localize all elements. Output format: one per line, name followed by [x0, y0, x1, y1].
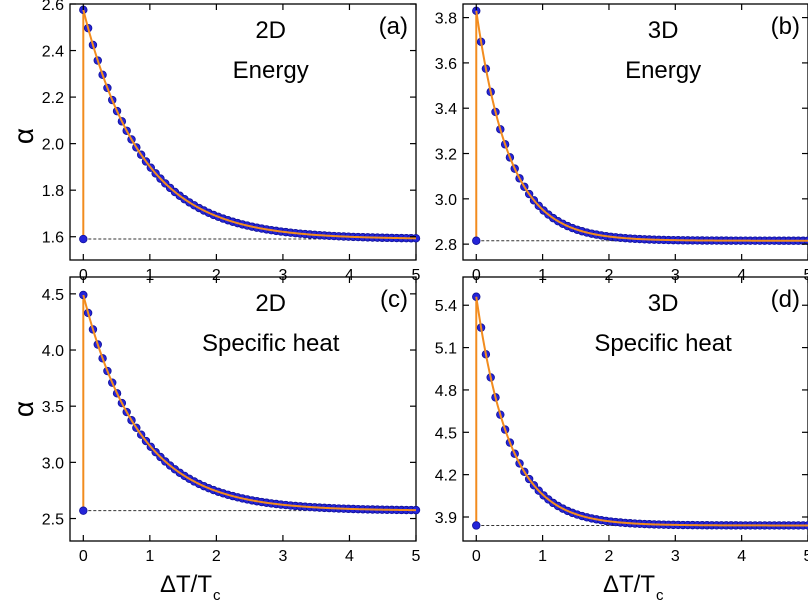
x-tick-label: 1: [145, 548, 154, 565]
x-tick-label: 4: [737, 548, 746, 565]
data-marks: [79, 290, 421, 515]
panel-label: (b): [771, 13, 800, 40]
data-marks: [472, 6, 808, 245]
annotation-dimension: 2D: [255, 17, 286, 44]
y-tick-label: 3.4: [435, 101, 457, 118]
x-tick-label: 3: [278, 267, 287, 284]
y-tick-label: 3.5: [42, 399, 64, 416]
y-tick-label: 4.8: [435, 383, 457, 400]
x-axis-label-right: ΔT/T c: [603, 571, 664, 604]
x-axis-label-subscript: c: [213, 587, 221, 604]
y-tick-label: 3.6: [435, 56, 457, 73]
x-tick-label: 3: [671, 267, 680, 284]
annotation-dimension: 3D: [648, 17, 679, 44]
annotation-quantity: Energy: [233, 57, 309, 84]
x-axis-label-main: ΔT/T: [160, 571, 212, 598]
plot-frame: [462, 276, 808, 542]
annotation-quantity: Energy: [625, 57, 701, 84]
x-tick-label: 3: [278, 548, 287, 565]
fit-curve: [475, 296, 808, 527]
fit-curve: [475, 10, 808, 242]
limit-point: [79, 234, 88, 244]
x-tick-label: 1: [538, 548, 547, 565]
y-tick-label: 5.4: [435, 298, 457, 315]
x-tick-label: 2: [212, 267, 221, 284]
x-axis-label-left: ΔT/T c: [160, 571, 221, 604]
panel-label: (c): [380, 286, 408, 313]
y-tick-label: 2.5: [42, 512, 64, 529]
x-tick-label: 2: [212, 548, 221, 565]
panel-d: 0 1 2 3 4 5 3.9 4.2 4.5 4.8 5.1 5.4 (d) 3D Specific…: [435, 276, 808, 565]
data-marks: [79, 5, 421, 244]
x-tick-label: 5: [804, 548, 808, 565]
x-tick-label: 1: [538, 267, 547, 284]
y-tick-label: 2.4: [42, 44, 64, 61]
y-tick-label: 3.0: [42, 455, 64, 472]
x-tick-label: 4: [737, 267, 746, 284]
y-tick-label: 3.9: [435, 510, 457, 527]
x-axis-label-subscript: c: [656, 587, 664, 604]
limit-point: [472, 236, 481, 245]
limit-point: [79, 506, 88, 515]
x-tick-label: 0: [79, 267, 88, 284]
x-tick-label: 0: [472, 267, 481, 284]
panel-a: 0 1 2 3 4 5 1.6 1.8 2.0 2.2 2.4 2.6 (a) 2D Energy: [42, 0, 421, 284]
y-tick-label: 2.2: [42, 90, 64, 107]
y-tick-label: 3.8: [435, 11, 457, 28]
annotation-dimension: 2D: [255, 290, 286, 317]
axis-ticks: 0 1 2 3 4 5 2.8 3.0 3.2 3.4 3.6 3.8: [435, 4, 808, 284]
annotation-quantity: Specific heat: [202, 330, 340, 357]
panel-c: 0 1 2 3 4 5 2.5 3.0 3.5 4.0 4.5 (c) 2D Specific he…: [42, 276, 421, 565]
x-tick-label: 2: [605, 267, 614, 284]
y-tick-label: 1.6: [42, 230, 64, 247]
panel-label: (a): [379, 13, 408, 40]
fit-curve: [82, 294, 417, 512]
x-tick-label: 5: [412, 548, 421, 565]
y-tick-label: 1.8: [42, 183, 64, 200]
x-tick-label: 1: [145, 267, 154, 284]
plot-frame: [462, 3, 808, 261]
y-tick-label: 2.6: [42, 0, 64, 14]
y-axis-label-bottom: α: [8, 401, 39, 417]
y-tick-label: 3.0: [435, 192, 457, 209]
x-tick-label: 2: [605, 548, 614, 565]
panel-label: (d): [771, 286, 800, 313]
limit-point: [472, 521, 481, 530]
y-tick-label: 2.0: [42, 137, 64, 154]
x-axis-label-main: ΔT/T: [603, 571, 655, 598]
x-tick-label: 4: [345, 267, 354, 284]
annotation-dimension: 3D: [648, 290, 679, 317]
fit-curve: [82, 9, 417, 240]
plot-frame: [69, 276, 417, 542]
x-tick-label: 3: [671, 548, 680, 565]
y-tick-label: 4.0: [42, 343, 64, 360]
axis-ticks: 0 1 2 3 4 5 1.6 1.8 2.0 2.2 2.4 2.6: [42, 0, 421, 284]
axis-ticks: 0 1 2 3 4 5 3.9 4.2 4.5 4.8 5.1 5.4: [435, 277, 808, 565]
x-tick-label: 4: [345, 548, 354, 565]
y-tick-label: 4.2: [435, 468, 457, 485]
annotation-quantity: Specific heat: [594, 330, 732, 357]
axis-ticks: 0 1 2 3 4 5 2.5 3.0 3.5 4.0 4.5: [42, 277, 421, 565]
y-tick-label: 5.1: [435, 341, 457, 358]
x-tick-label: 0: [472, 548, 481, 565]
y-tick-label: 4.5: [42, 287, 64, 304]
plot-frame: [69, 3, 417, 261]
panel-b: 0 1 2 3 4 5 2.8 3.0 3.2 3.4 3.6 3.8 (b) 3D Energy: [435, 3, 808, 284]
y-tick-label: 3.2: [435, 147, 457, 164]
x-tick-label: 0: [79, 548, 88, 565]
x-tick-label: 5: [804, 267, 808, 284]
x-tick-label: 5: [412, 267, 421, 284]
y-tick-label: 2.8: [435, 237, 457, 254]
y-axis-label-top: α: [8, 128, 39, 144]
y-tick-label: 4.5: [435, 425, 457, 442]
data-marks: [472, 292, 808, 530]
